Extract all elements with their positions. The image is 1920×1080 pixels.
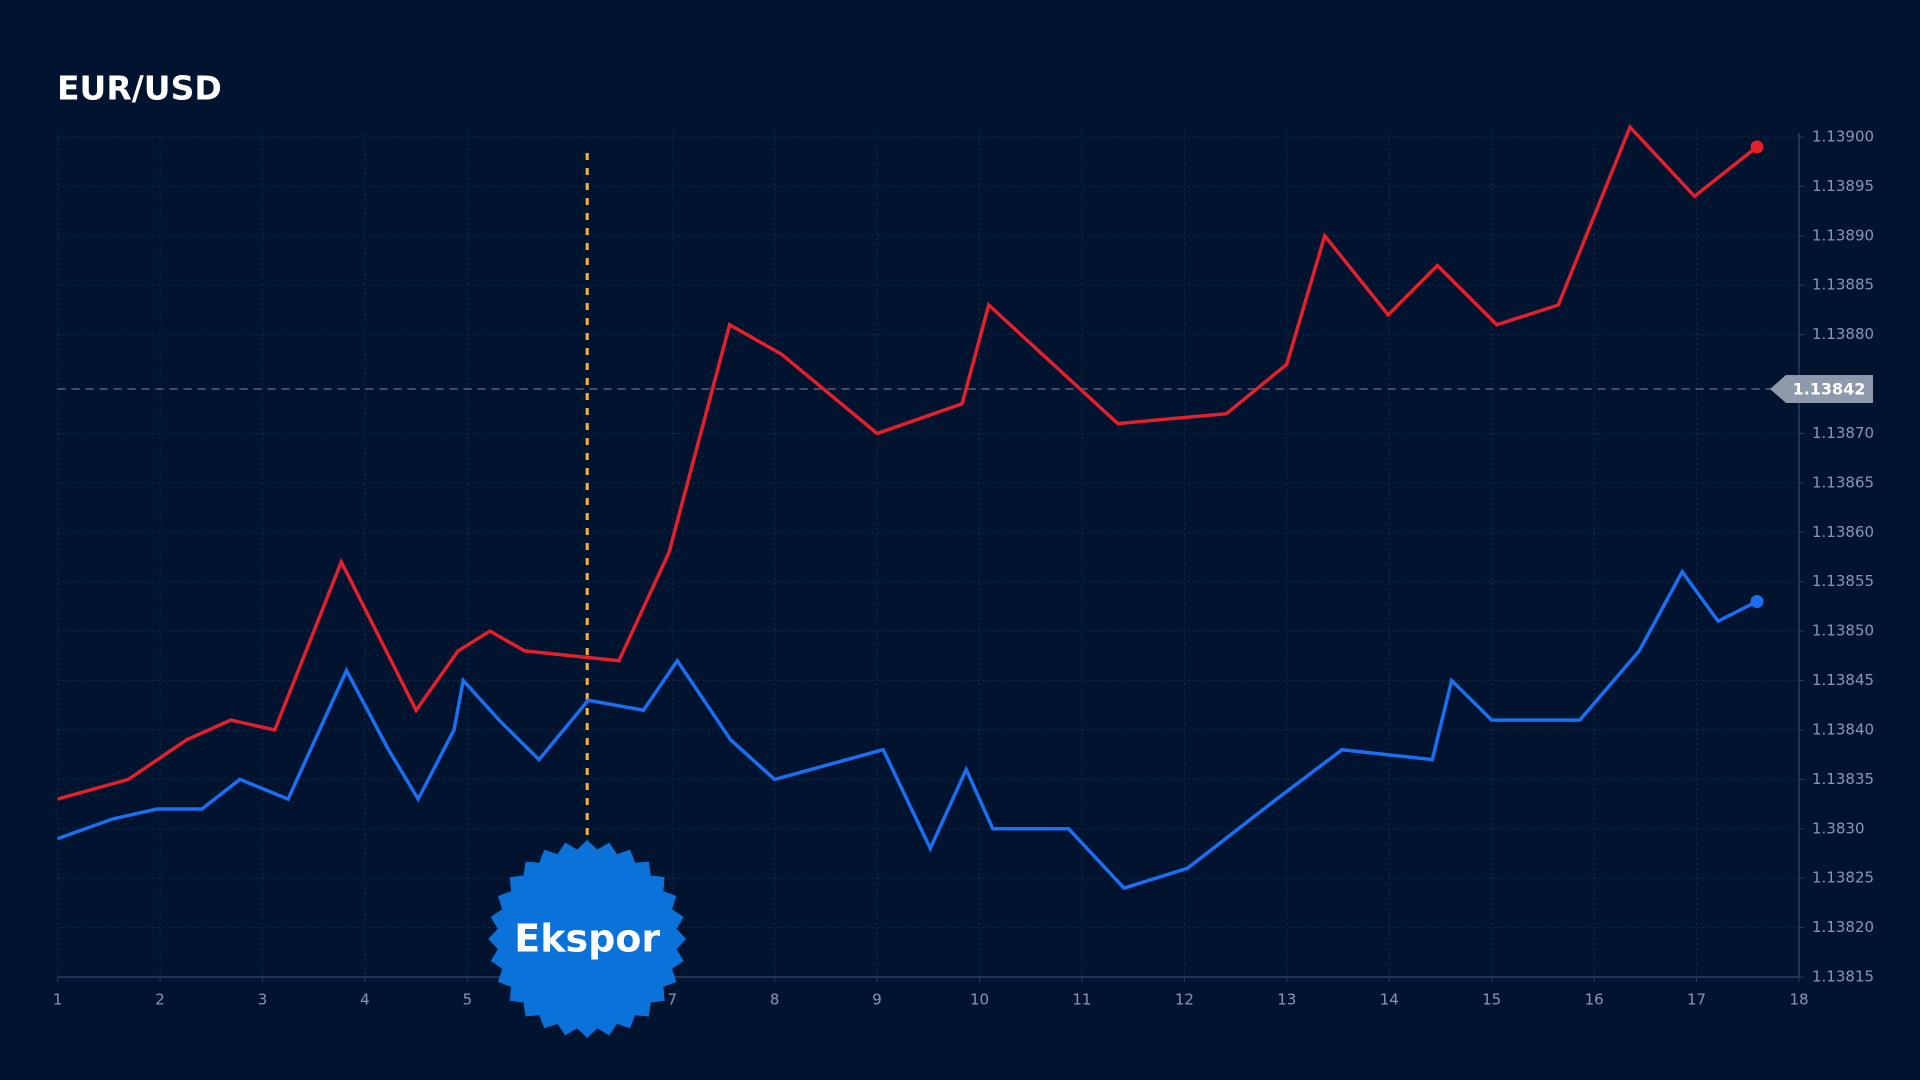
y-tick-label: 1.13885: [1812, 276, 1874, 294]
x-tick-label: 2: [155, 991, 165, 1009]
current-price-label: 1.13842: [1793, 380, 1866, 399]
y-tick-label: 1.13815: [1812, 968, 1874, 986]
y-tick-label: 1.13890: [1812, 226, 1874, 244]
x-tick-label: 10: [970, 991, 989, 1009]
y-tick-label: 1.3830: [1812, 819, 1865, 837]
series-line: [57, 123, 1759, 801]
y-tick-label: 1.13845: [1812, 671, 1874, 689]
x-tick-label: 18: [1789, 991, 1808, 1009]
chart-title: EUR/USD: [57, 69, 222, 108]
series-end-dot: [1750, 140, 1764, 154]
event-badge: [488, 840, 687, 1038]
x-tick-label: 1: [53, 991, 63, 1009]
y-tick-label: 1.13825: [1812, 869, 1874, 887]
x-tick-label: 11: [1072, 991, 1091, 1009]
y-tick-label: 1.13855: [1812, 572, 1874, 590]
x-tick-label: 9: [872, 991, 882, 1009]
x-tick-label: 16: [1585, 991, 1604, 1009]
y-tick-label: 1.13860: [1812, 523, 1874, 541]
y-tick-label: 1.13865: [1812, 473, 1874, 491]
x-tick-label: 13: [1277, 991, 1296, 1009]
y-tick-label: 1.13835: [1812, 770, 1874, 788]
x-tick-label: 12: [1175, 991, 1194, 1009]
event-label: Ekspor: [514, 917, 660, 961]
y-tick-label: 1.13870: [1812, 424, 1874, 442]
x-tick-label: 3: [258, 991, 268, 1009]
y-tick-label: 1.13895: [1812, 177, 1874, 195]
y-tick-label: 1.13900: [1812, 128, 1874, 146]
x-tick-label: 17: [1687, 991, 1706, 1009]
x-tick-label: 4: [360, 991, 370, 1009]
x-tick-label: 15: [1482, 991, 1501, 1009]
x-tick-label: 8: [770, 991, 780, 1009]
current-price-tag: [1770, 375, 1873, 403]
x-tick-label: 14: [1380, 991, 1399, 1009]
x-tick-label: 5: [463, 991, 473, 1009]
series-line: [57, 568, 1758, 891]
x-tick-label: 7: [667, 991, 677, 1009]
y-tick-label: 1.13850: [1812, 622, 1874, 640]
y-tick-label: 1.13880: [1812, 325, 1874, 343]
y-tick-label: 1.13820: [1812, 918, 1874, 936]
series-end-dot: [1750, 594, 1764, 608]
y-tick-label: 1.13840: [1812, 720, 1874, 738]
